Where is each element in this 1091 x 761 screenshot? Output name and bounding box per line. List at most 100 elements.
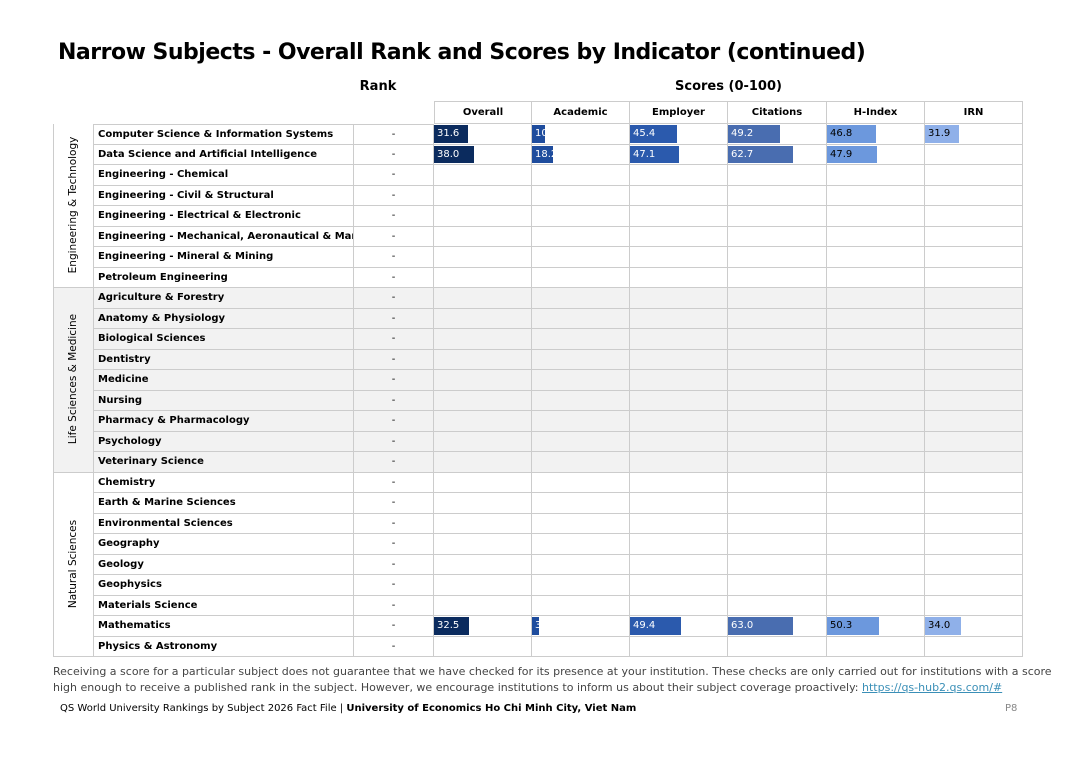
subject-cell: Biological Sciences xyxy=(94,329,354,350)
rank-cell: - xyxy=(354,575,434,596)
subject-cell: Veterinary Science xyxy=(94,452,354,473)
score-cell xyxy=(728,431,827,452)
score-cell xyxy=(434,247,532,268)
score-cell xyxy=(728,636,827,657)
subject-cell: Engineering - Chemical xyxy=(94,165,354,186)
group-cell xyxy=(53,124,94,288)
score-cell xyxy=(728,534,827,555)
score-cell xyxy=(532,247,630,268)
score-label: 18.2 xyxy=(535,148,553,160)
subject-cell: Engineering - Electrical & Electronic xyxy=(94,206,354,227)
score-cell: 10.2 xyxy=(532,124,630,145)
score-cell xyxy=(630,636,728,657)
score-cell xyxy=(728,247,827,268)
score-cell xyxy=(925,308,1023,329)
score-cell xyxy=(827,472,925,493)
score-bar: 62.7 xyxy=(728,145,794,163)
score-bar: 3.9 xyxy=(532,617,539,635)
score-cell: 3.9 xyxy=(532,616,630,637)
score-cell xyxy=(532,493,630,514)
score-cell xyxy=(532,185,630,206)
subject-cell: Engineering - Civil & Structural xyxy=(94,185,354,206)
score-cell xyxy=(630,472,728,493)
score-cell xyxy=(728,390,827,411)
score-cell xyxy=(925,493,1023,514)
score-bar: 50.3 xyxy=(827,617,880,635)
score-cell xyxy=(728,288,827,309)
score-cell xyxy=(532,165,630,186)
score-cell xyxy=(532,226,630,247)
subject-cell: Nursing xyxy=(94,390,354,411)
score-cell: 46.8 xyxy=(827,124,925,145)
subject-cell: Mathematics xyxy=(94,616,354,637)
score-bar: 63.0 xyxy=(728,617,794,635)
rank-cell: - xyxy=(354,124,434,145)
rank-cell: - xyxy=(354,206,434,227)
score-cell xyxy=(532,472,630,493)
score-cell xyxy=(925,370,1023,391)
group-cell xyxy=(53,288,94,473)
score-cell: 31.9 xyxy=(925,124,1023,145)
note-link[interactable]: https://qs-hub2.qs.com/# xyxy=(862,681,1003,694)
subject-cell: Geography xyxy=(94,534,354,555)
score-cell: 18.2 xyxy=(532,144,630,165)
score-cell xyxy=(532,349,630,370)
score-cell xyxy=(434,288,532,309)
score-cell xyxy=(925,431,1023,452)
score-cell: 38.0 xyxy=(434,144,532,165)
rank-cell: - xyxy=(354,554,434,575)
score-cell xyxy=(925,452,1023,473)
rank-cell: - xyxy=(354,247,434,268)
footer-institution: University of Economics Ho Chi Minh City… xyxy=(346,703,637,714)
score-cell xyxy=(925,247,1023,268)
score-cell xyxy=(925,267,1023,288)
rank-cell: - xyxy=(354,452,434,473)
score-label: 50.3 xyxy=(830,620,853,631)
rank-cell: - xyxy=(354,636,434,657)
score-cell xyxy=(728,513,827,534)
score-cell xyxy=(434,329,532,350)
score-cell xyxy=(434,185,532,206)
score-cell xyxy=(630,452,728,473)
score-cell: 49.4 xyxy=(630,616,728,637)
rank-cell: - xyxy=(354,267,434,288)
score-cell xyxy=(827,308,925,329)
subject-cell: Physics & Astronomy xyxy=(94,636,354,657)
subject-cell: Agriculture & Forestry xyxy=(94,288,354,309)
score-bar: 18.2 xyxy=(532,145,553,163)
score-cell xyxy=(532,452,630,473)
score-cell xyxy=(532,534,630,555)
footer: QS World University Rankings by Subject … xyxy=(60,703,636,714)
score-cell xyxy=(532,595,630,616)
score-cell xyxy=(630,513,728,534)
score-cell xyxy=(434,431,532,452)
score-bar: 45.4 xyxy=(630,125,678,143)
score-cell xyxy=(925,165,1023,186)
score-label: 3.9 xyxy=(535,620,539,631)
score-cell xyxy=(630,165,728,186)
column-header: Overall xyxy=(434,101,532,124)
column-header: IRN xyxy=(925,101,1023,124)
score-cell xyxy=(532,431,630,452)
subject-cell: Pharmacy & Pharmacology xyxy=(94,411,354,432)
score-label: 49.2 xyxy=(731,128,754,139)
score-cell xyxy=(532,513,630,534)
rank-cell: - xyxy=(354,493,434,514)
score-cell xyxy=(728,185,827,206)
score-bar: 49.4 xyxy=(630,617,682,635)
rank-cell: - xyxy=(354,390,434,411)
score-cell xyxy=(827,431,925,452)
score-cell xyxy=(728,452,827,473)
score-cell: 32.5 xyxy=(434,616,532,637)
score-label: 49.4 xyxy=(633,620,656,631)
group-cell xyxy=(53,472,94,657)
rank-cell: - xyxy=(354,185,434,206)
score-cell xyxy=(925,554,1023,575)
rank-cell: - xyxy=(354,165,434,186)
score-cell: 62.7 xyxy=(728,144,827,165)
subject-cell: Engineering - Mineral & Mining xyxy=(94,247,354,268)
subject-cell: Earth & Marine Sciences xyxy=(94,493,354,514)
score-cell xyxy=(925,226,1023,247)
score-cell xyxy=(827,595,925,616)
